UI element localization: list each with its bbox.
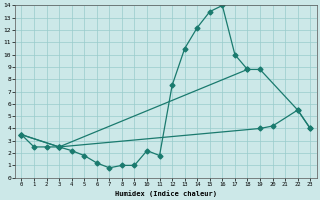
X-axis label: Humidex (Indice chaleur): Humidex (Indice chaleur) xyxy=(115,190,217,197)
